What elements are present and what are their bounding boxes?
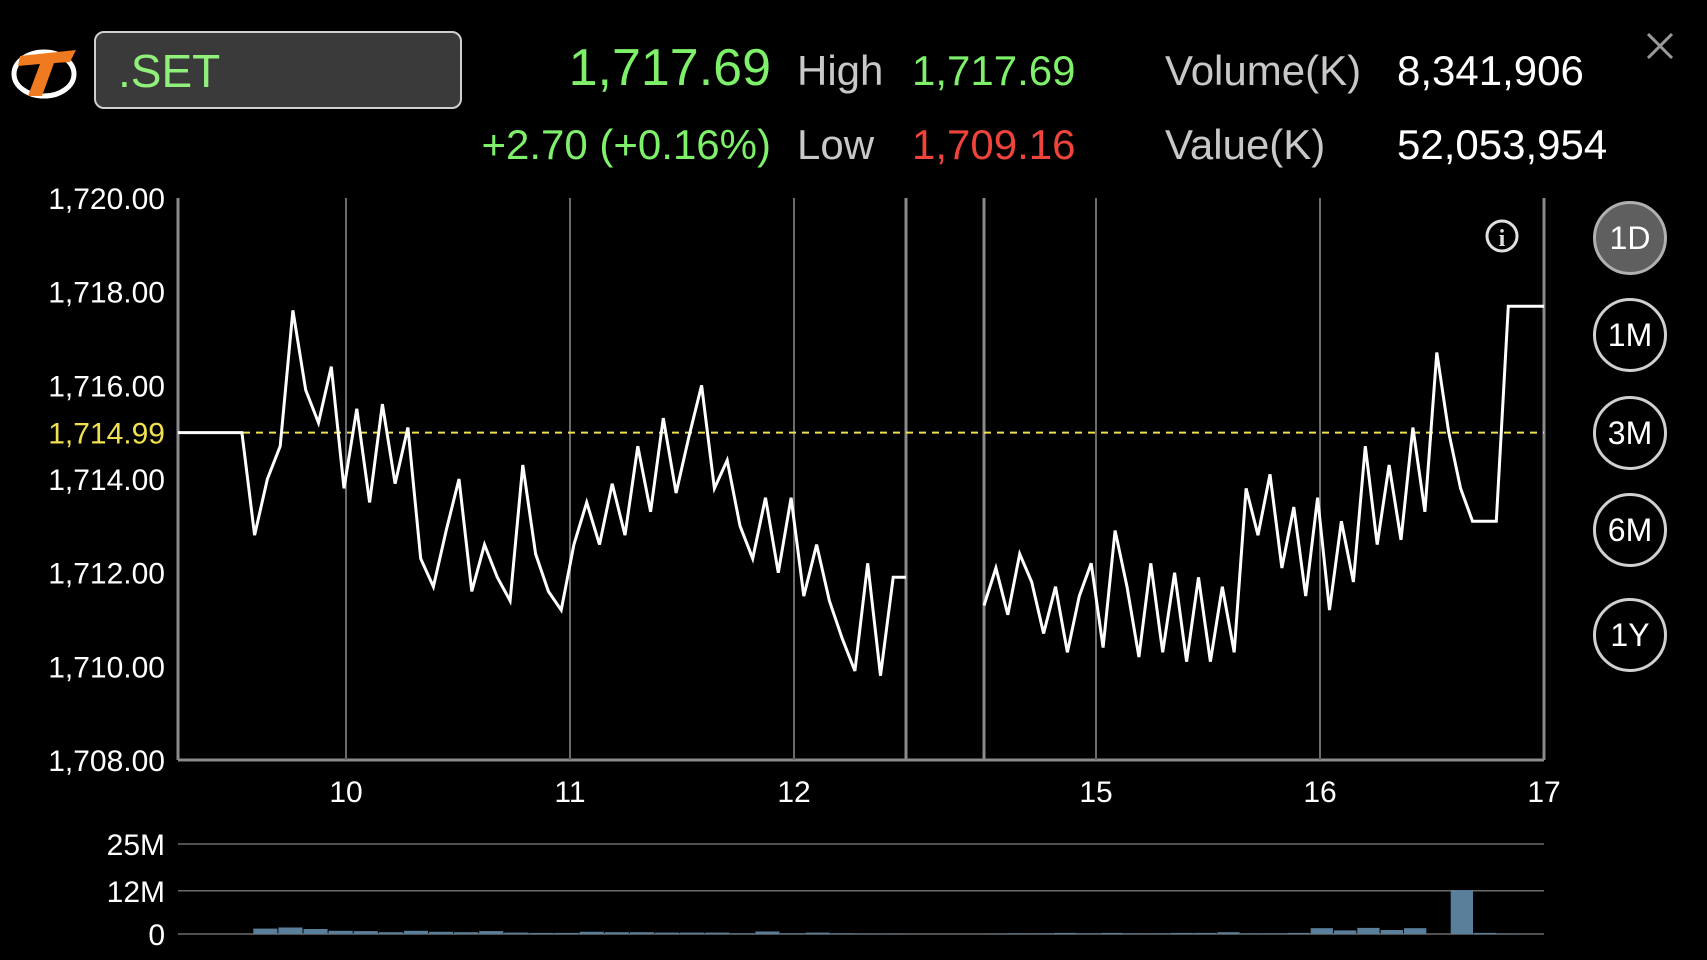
low-value: 1,709.16: [912, 121, 1076, 168]
x-tick-label: 17: [1527, 776, 1560, 809]
volume-tick-label: 25M: [107, 829, 165, 862]
reference-label: 1,714.99: [48, 418, 165, 451]
y-tick-label: 1,714.00: [48, 464, 165, 497]
info-icon[interactable]: i: [1485, 219, 1519, 253]
volume-bar: [1077, 933, 1100, 934]
volume-bar: [1054, 932, 1077, 934]
volume-bar: [1100, 932, 1123, 934]
value-value: 52,053,954: [1397, 121, 1608, 168]
brand-logo-icon: [10, 44, 82, 100]
volume-bar: [830, 933, 855, 934]
x-tick-label: 10: [329, 776, 362, 809]
volume-bar: [1404, 928, 1427, 934]
high-value: 1,717.69: [912, 47, 1076, 94]
price-line-morning: [178, 310, 906, 676]
volume-bar: [780, 933, 805, 934]
range-button-6m[interactable]: 6M: [1593, 493, 1667, 567]
volume-bar: [328, 930, 353, 934]
volume-bar: [1030, 933, 1053, 934]
high-label: High: [797, 47, 884, 94]
volume-bar: [529, 932, 554, 934]
volume-value: 8,341,906: [1397, 47, 1584, 94]
volume-bar: [705, 932, 730, 934]
symbol-text: .SET: [118, 45, 221, 97]
volume-bar: [1170, 932, 1193, 934]
volume-label: Volume(K): [1165, 47, 1362, 94]
volume-bar: [1194, 932, 1217, 934]
volume-bar: [1147, 933, 1170, 934]
symbol-input[interactable]: .SET: [94, 31, 462, 109]
volume-bar: [454, 932, 479, 934]
volume-bar: [1380, 930, 1403, 934]
volume-bar: [1287, 932, 1310, 934]
volume-bar: [253, 928, 278, 934]
y-tick-label: 1,720.00: [48, 183, 165, 216]
volume-bar: [604, 932, 629, 934]
x-tick-label: 12: [777, 776, 810, 809]
volume-tick-label: 12M: [107, 876, 165, 909]
volume-bar: [504, 932, 529, 934]
volume-bar: [655, 932, 680, 934]
volume-bar: [629, 932, 654, 934]
volume-bar: [353, 931, 378, 934]
svg-text:i: i: [1499, 226, 1506, 252]
range-button-1y[interactable]: 1Y: [1593, 598, 1667, 672]
y-tick-label: 1,712.00: [48, 558, 165, 591]
volume-bar: [579, 931, 604, 934]
volume-bar: [479, 931, 504, 934]
range-button-3m[interactable]: 3M: [1593, 396, 1667, 470]
volume-bar: [403, 930, 428, 934]
volume-bar: [378, 932, 403, 934]
volume-bar: [1357, 927, 1380, 934]
volume-bar: [1264, 933, 1287, 934]
last-price: 1,717.69: [568, 39, 771, 97]
volume-bar: [303, 929, 328, 934]
x-tick-label: 16: [1303, 776, 1336, 809]
y-tick-label: 1,716.00: [48, 370, 165, 403]
range-button-1d[interactable]: 1D: [1593, 201, 1667, 275]
x-tick-label: 11: [554, 776, 585, 809]
volume-bar: [1450, 890, 1473, 934]
volume-bar: [1217, 932, 1240, 934]
volume-bar: [755, 931, 780, 934]
volume-bar: [1124, 933, 1147, 934]
low-label: Low: [797, 121, 875, 168]
volume-bar: [680, 932, 705, 934]
volume-bar: [554, 932, 579, 934]
volume-bar: [730, 933, 755, 934]
value-label: Value(K): [1165, 121, 1326, 168]
price-line-afternoon: [982, 304, 1544, 662]
close-icon[interactable]: [1642, 28, 1678, 64]
volume-bar: [1007, 933, 1030, 934]
volume-bar: [429, 931, 454, 934]
volume-bar: [1334, 930, 1357, 934]
volume-bar: [278, 927, 303, 934]
volume-tick-label: 0: [148, 919, 165, 952]
y-tick-label: 1,718.00: [48, 277, 165, 310]
volume-bar: [1240, 933, 1263, 934]
y-tick-label: 1,708.00: [48, 745, 165, 778]
volume-bar: [1310, 928, 1333, 934]
x-tick-label: 15: [1079, 776, 1112, 809]
range-button-1m[interactable]: 1M: [1593, 298, 1667, 372]
volume-bar: [1474, 932, 1497, 934]
volume-bar: [805, 932, 830, 934]
y-tick-label: 1,710.00: [48, 651, 165, 684]
price-change: +2.70 (+0.16%): [481, 121, 771, 168]
